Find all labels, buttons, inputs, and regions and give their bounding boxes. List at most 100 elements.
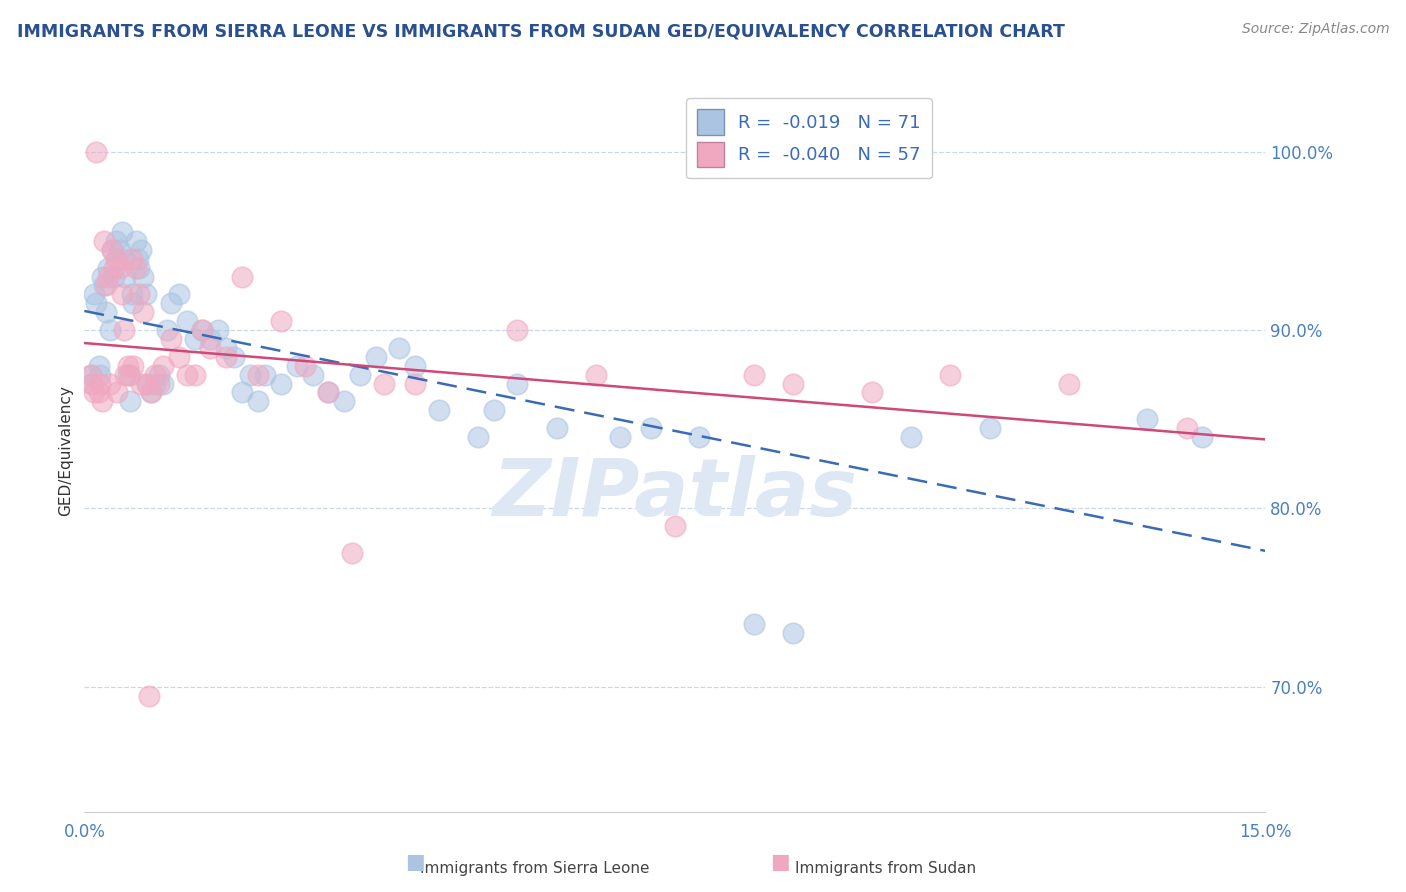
- Point: [114, 269, 136, 284]
- Point: [79, 368, 101, 382]
- Point: [215, 350, 238, 364]
- Point: [111, 287, 134, 301]
- Text: ■: ■: [405, 853, 425, 872]
- Point: [138, 689, 160, 703]
- Point: [1191, 430, 1213, 444]
- Point: [124, 260, 146, 275]
- Point: [176, 368, 198, 382]
- Point: [152, 359, 174, 373]
- Point: [373, 376, 395, 391]
- Point: [160, 296, 183, 310]
- Point: [427, 403, 450, 417]
- Point: [285, 359, 308, 373]
- Point: [103, 269, 125, 284]
- Point: [506, 323, 529, 337]
- Point: [83, 385, 105, 400]
- Point: [664, 519, 686, 533]
- Point: [200, 341, 222, 355]
- Point: [183, 332, 205, 346]
- Point: [167, 287, 190, 301]
- Point: [254, 368, 277, 382]
- Point: [1175, 421, 1198, 435]
- Point: [318, 385, 340, 400]
- Point: [742, 617, 765, 632]
- Point: [84, 296, 107, 310]
- Point: [132, 305, 155, 319]
- Point: [506, 376, 529, 391]
- Point: [87, 385, 110, 400]
- Point: [782, 376, 804, 391]
- Point: [124, 234, 146, 248]
- Point: [231, 269, 253, 284]
- Point: [90, 394, 112, 409]
- Point: [98, 323, 121, 337]
- Point: [782, 626, 804, 640]
- Point: [114, 368, 136, 382]
- Point: [104, 252, 127, 266]
- Point: [148, 376, 170, 391]
- Point: [609, 430, 631, 444]
- Point: [132, 269, 155, 284]
- Point: [148, 368, 170, 382]
- Point: [90, 269, 112, 284]
- Point: [93, 234, 115, 248]
- Point: [1057, 376, 1080, 391]
- Point: [860, 385, 883, 400]
- Point: [121, 287, 143, 301]
- Point: [152, 376, 174, 391]
- Point: [222, 350, 245, 364]
- Point: [482, 403, 505, 417]
- Text: ZIPatlas: ZIPatlas: [492, 455, 858, 533]
- Text: ■: ■: [770, 853, 790, 872]
- Point: [82, 376, 104, 391]
- Point: [939, 368, 962, 382]
- Point: [118, 394, 141, 409]
- Point: [121, 252, 143, 266]
- Point: [96, 278, 118, 293]
- Point: [156, 323, 179, 337]
- Point: [640, 421, 662, 435]
- Point: [129, 376, 152, 391]
- Point: [176, 314, 198, 328]
- Point: [215, 341, 238, 355]
- Point: [101, 243, 124, 257]
- Point: [112, 323, 135, 337]
- Point: [89, 368, 111, 382]
- Point: [388, 341, 411, 355]
- Point: [207, 323, 229, 337]
- Point: [742, 368, 765, 382]
- Point: [404, 359, 426, 373]
- Point: [239, 368, 262, 382]
- Point: [688, 430, 710, 444]
- Y-axis label: GED/Equivalency: GED/Equivalency: [58, 385, 73, 516]
- Point: [98, 376, 121, 391]
- Point: [111, 225, 134, 239]
- Point: [246, 394, 269, 409]
- Text: Immigrants from Sudan: Immigrants from Sudan: [796, 861, 976, 876]
- Point: [136, 376, 159, 391]
- Point: [200, 332, 222, 346]
- Point: [364, 350, 387, 364]
- Text: Source: ZipAtlas.com: Source: ZipAtlas.com: [1241, 22, 1389, 37]
- Point: [103, 260, 125, 275]
- Point: [107, 252, 129, 266]
- Point: [318, 385, 340, 400]
- Point: [83, 287, 105, 301]
- Point: [122, 296, 145, 310]
- Point: [108, 243, 131, 257]
- Point: [294, 359, 316, 373]
- Point: [143, 376, 166, 391]
- Point: [1136, 412, 1159, 426]
- Point: [128, 287, 150, 301]
- Point: [404, 376, 426, 391]
- Text: IMMIGRANTS FROM SIERRA LEONE VS IMMIGRANTS FROM SUDAN GED/EQUIVALENCY CORRELATIO: IMMIGRANTS FROM SIERRA LEONE VS IMMIGRAN…: [17, 22, 1064, 40]
- Point: [141, 385, 163, 400]
- Point: [585, 368, 607, 382]
- Point: [97, 260, 120, 275]
- Point: [79, 368, 101, 382]
- Point: [141, 385, 163, 400]
- Point: [117, 359, 139, 373]
- Point: [191, 323, 214, 337]
- Point: [231, 385, 253, 400]
- Point: [246, 368, 269, 382]
